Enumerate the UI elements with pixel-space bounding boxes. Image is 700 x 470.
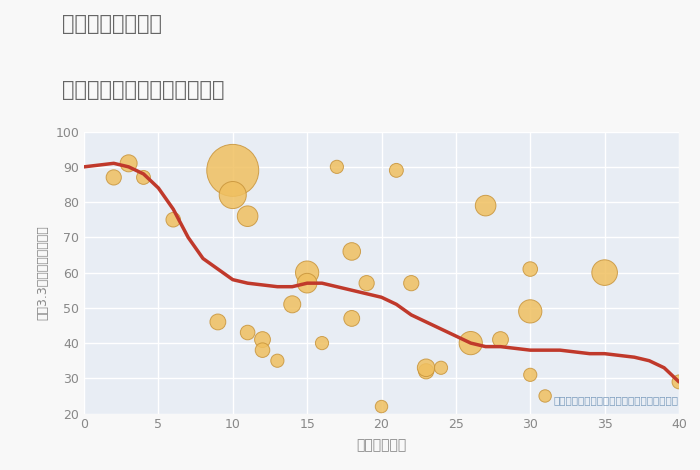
Point xyxy=(331,163,342,171)
Point xyxy=(525,307,536,315)
Point xyxy=(242,329,253,337)
Point xyxy=(316,339,328,347)
Point xyxy=(123,159,134,167)
Text: 築年数別中古マンション価格: 築年数別中古マンション価格 xyxy=(62,80,225,100)
Point xyxy=(227,191,238,199)
Point xyxy=(168,216,179,224)
Point xyxy=(346,315,357,322)
X-axis label: 築年数（年）: 築年数（年） xyxy=(356,439,407,453)
Point xyxy=(480,202,491,210)
Point xyxy=(242,212,253,220)
Point xyxy=(346,248,357,255)
Point xyxy=(435,364,447,371)
Point xyxy=(287,301,298,308)
Point xyxy=(212,318,223,326)
Point xyxy=(108,174,119,181)
Point xyxy=(525,265,536,273)
Text: 円の大きさは、取引のあった物件面積を示す: 円の大きさは、取引のあった物件面積を示す xyxy=(554,395,679,405)
Point xyxy=(138,174,149,181)
Y-axis label: 坪（3.3㎡）単価（万円）: 坪（3.3㎡）単価（万円） xyxy=(36,225,50,320)
Point xyxy=(227,167,238,174)
Point xyxy=(540,392,551,399)
Point xyxy=(272,357,283,365)
Point xyxy=(376,403,387,410)
Point xyxy=(673,378,685,385)
Point xyxy=(599,269,610,276)
Point xyxy=(391,167,402,174)
Point xyxy=(302,269,313,276)
Point xyxy=(257,346,268,354)
Point xyxy=(361,279,372,287)
Point xyxy=(257,336,268,343)
Point xyxy=(465,339,476,347)
Point xyxy=(421,364,432,371)
Point xyxy=(421,368,432,375)
Text: 大阪府和泉市太町: 大阪府和泉市太町 xyxy=(62,14,162,34)
Point xyxy=(406,279,417,287)
Point xyxy=(302,279,313,287)
Point xyxy=(525,371,536,379)
Point xyxy=(495,336,506,343)
